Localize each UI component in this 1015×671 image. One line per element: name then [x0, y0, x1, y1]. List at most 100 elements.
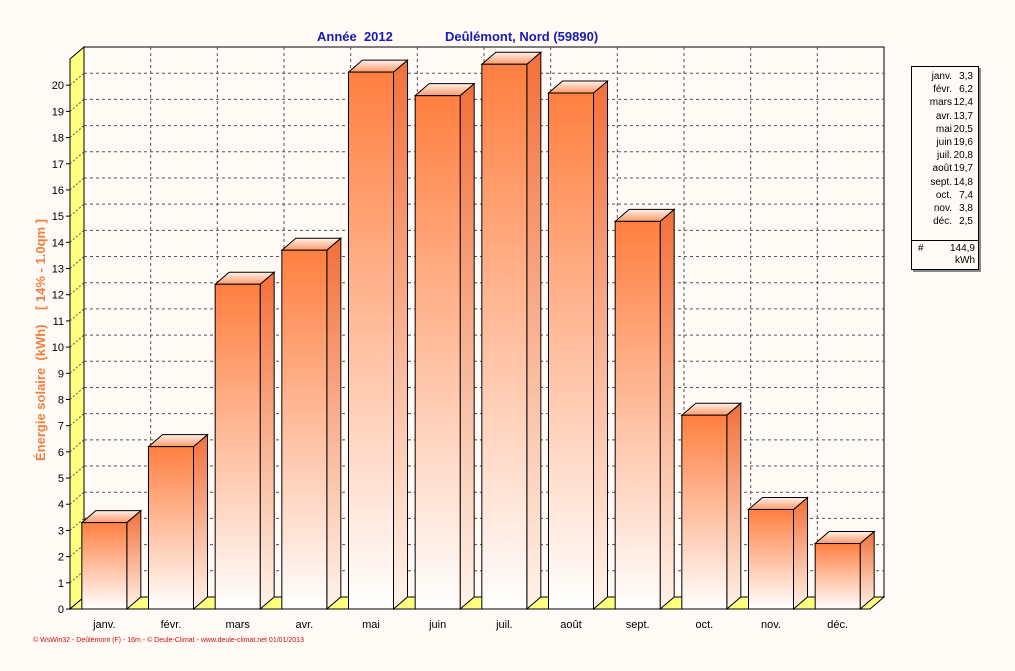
- legend-value: 19,7: [953, 163, 973, 175]
- legend-month: août: [932, 163, 952, 175]
- legend-value: 20,5: [953, 123, 973, 135]
- y-tick-label: 8: [58, 394, 64, 406]
- y-tick-label: 13: [52, 264, 64, 276]
- legend-value: 12,4: [953, 97, 973, 109]
- grid-line-wall: [69, 72, 85, 86]
- legend-item: mars 12,4: [912, 96, 976, 109]
- bar-side: [859, 530, 875, 611]
- legend-item: sept. 14,8: [912, 176, 976, 189]
- y-tick-label: 14: [52, 237, 64, 249]
- chart-title: Année 2012: [317, 29, 393, 44]
- grid-line-wall: [69, 465, 85, 479]
- legend-total-unit: kWh: [955, 255, 975, 266]
- bar-nov.: [747, 496, 809, 611]
- grid-line-wall: [69, 308, 85, 322]
- y-tick-label: 4: [58, 499, 64, 511]
- bar-side: [126, 509, 142, 611]
- legend-item: févr. 6,2: [912, 83, 976, 96]
- bar-août: [547, 79, 609, 611]
- x-axis-categories: janv. févr. mars avr. mai juin juil. août sept. o…: [92, 619, 848, 631]
- y-tick-label: 12: [52, 290, 64, 302]
- legend-value: 2,5: [959, 216, 973, 228]
- chart-subtitle: Deûlémont, Nord (59890): [445, 29, 598, 44]
- x-category-label: juil.: [495, 619, 513, 631]
- bar-front: [81, 522, 128, 610]
- legend-value: 7,4: [959, 189, 973, 201]
- bar-side: [593, 79, 608, 611]
- legend-month: avr.: [935, 110, 952, 122]
- grid-line-wall: [69, 518, 85, 531]
- legend-item: mai 20,5: [912, 123, 976, 136]
- legend-month: sept.: [930, 176, 952, 188]
- grid-line-wall: [69, 491, 85, 505]
- bar-side: [526, 51, 542, 611]
- grid-line-wall: [69, 99, 85, 112]
- legend-total-symbol: #: [918, 243, 924, 254]
- bar-side: [793, 496, 808, 611]
- y-tick-label: 5: [58, 473, 64, 485]
- x-category-label: nov.: [761, 619, 781, 631]
- bar-side: [193, 433, 208, 611]
- legend-value: 19,6: [953, 137, 973, 148]
- legend-month: déc.: [933, 216, 952, 228]
- y-tick-label: 1: [58, 578, 64, 590]
- legend-value: 3,3: [959, 71, 973, 82]
- legend-month: oct.: [935, 189, 952, 201]
- y-tick-label: 19: [52, 106, 64, 118]
- grid-line-wall: [69, 413, 85, 427]
- bar-front: [148, 446, 194, 610]
- bar-févr.: [147, 433, 209, 611]
- bars: [80, 51, 876, 611]
- grid-line-wall: [69, 125, 85, 138]
- legend-item: oct. 7,4: [912, 189, 976, 202]
- legend-item: avr. 13,7: [912, 110, 976, 123]
- bar-front: [614, 220, 661, 610]
- legend-item: juil. 20,8: [912, 149, 976, 162]
- bar-front: [414, 95, 461, 610]
- grid-line-wall: [69, 387, 85, 400]
- bar-front: [814, 543, 861, 610]
- y-tick-label: 2: [58, 552, 64, 564]
- bar-sept.: [613, 208, 676, 611]
- y-tick-label: 11: [53, 316, 64, 328]
- y-tick-label: 18: [52, 133, 64, 145]
- legend-total-value: 144,9: [949, 243, 975, 254]
- y-tick-label: 20: [52, 80, 64, 92]
- legend-separator: [912, 240, 978, 241]
- bar-mai: [347, 59, 409, 611]
- y-tick-label: 3: [58, 525, 64, 537]
- y-axis-label: Énergie solaire (kWh) [ 14% - 1.0qm ]: [33, 219, 48, 461]
- y-tick-label: 0: [58, 604, 64, 616]
- grid-line-wall: [69, 256, 85, 269]
- legend-item: août 19,7: [912, 162, 976, 175]
- legend-value: 14,8: [953, 176, 973, 188]
- legend-item: nov. 3,8: [912, 202, 976, 215]
- x-category-label: août: [560, 619, 581, 631]
- grid-line-wall: [69, 282, 85, 296]
- y-tick-label: 9: [58, 368, 64, 380]
- legend-item: janv. 3,3: [912, 70, 976, 83]
- y-tick-label: 10: [52, 342, 64, 354]
- x-category-label: mars: [225, 619, 250, 631]
- grid-line-wall: [69, 570, 85, 584]
- bar-oct.: [680, 402, 743, 611]
- x-category-label: oct.: [695, 619, 713, 631]
- legend-item: déc. 2,5: [912, 215, 976, 228]
- bar-side: [326, 237, 342, 611]
- bar-front: [548, 92, 594, 610]
- legend-month: juil.: [936, 150, 952, 162]
- legend-value: 3,8: [959, 203, 973, 214]
- legend-month: mars: [929, 97, 952, 109]
- grid-line-wall: [69, 229, 85, 243]
- legend-item: juin 19,6: [912, 136, 976, 149]
- bar-front: [681, 414, 728, 610]
- bar-side: [726, 402, 742, 611]
- y-tick-label: 16: [52, 185, 64, 197]
- x-category-label: juin: [428, 619, 446, 631]
- y-tick-label: 6: [58, 447, 64, 459]
- bar-front: [281, 249, 328, 610]
- y-tick-label: 15: [52, 211, 64, 223]
- bar-side: [393, 59, 408, 611]
- bar-juil.: [480, 51, 543, 611]
